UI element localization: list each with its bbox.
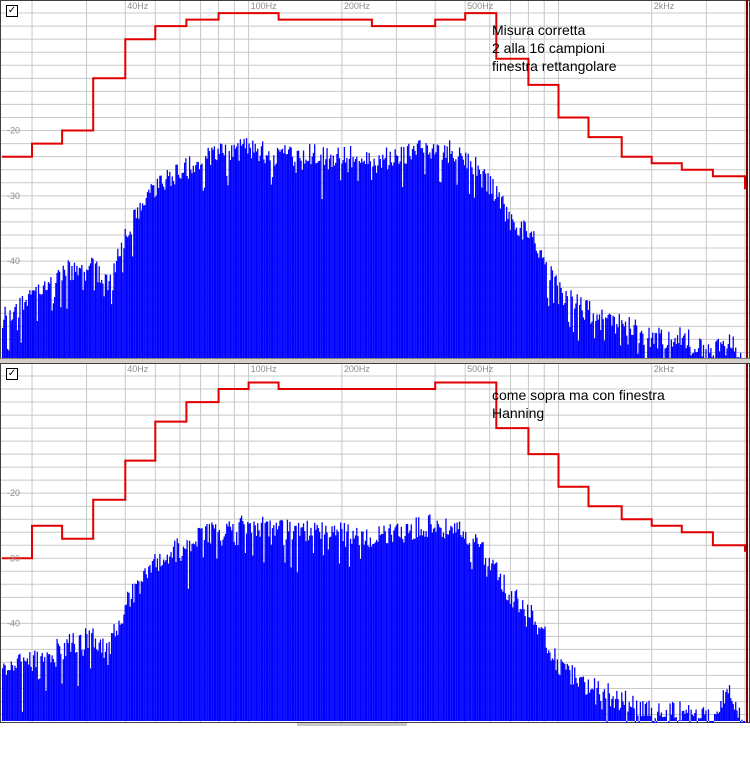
y-tick-label: -20 xyxy=(7,126,20,136)
y-tick-label: -30 xyxy=(7,191,20,201)
horizontal-scrollbar-thumb[interactable] xyxy=(297,723,407,726)
x-tick-label: 40Hz xyxy=(127,1,149,11)
spectrum-chart-top: -20 -30 -40 40Hz 100Hz 200Hz 500Hz 2kHz xyxy=(0,0,750,361)
annotation-line: 2 alla 16 campioni xyxy=(492,40,605,56)
spectrum-panel-bottom: -20 -30 -40 40Hz 100Hz 200Hz 500Hz 2kHz ✓ come … xyxy=(0,363,750,723)
band-envelope-line xyxy=(2,381,746,560)
spectrum-panel-top: -20 -30 -40 40Hz 100Hz 200Hz 500Hz 2kHz ✓ Misur… xyxy=(0,0,750,361)
y-tick-label: -40 xyxy=(7,618,20,628)
annotation-line: finestra rettangolare xyxy=(492,58,617,74)
annotation-line: come sopra ma con finestra xyxy=(492,387,665,403)
x-tick-label: 2kHz xyxy=(654,1,675,11)
y-tick-label: -30 xyxy=(7,553,20,563)
annotation-bottom: come sopra ma con finestra Hanning xyxy=(492,386,665,422)
checkbox-icon[interactable]: ✓ xyxy=(6,5,18,17)
x-tick-label: 100Hz xyxy=(251,364,278,374)
x-tick-label: 500Hz xyxy=(467,364,494,374)
checkbox-icon[interactable]: ✓ xyxy=(6,368,18,380)
x-tick-label: 2kHz xyxy=(654,364,675,374)
x-tick-label: 40Hz xyxy=(127,364,149,374)
annotation-top: Misura corretta 2 alla 16 campioni fines… xyxy=(492,21,617,75)
x-tick-label: 200Hz xyxy=(344,1,371,11)
x-tick-label: 200Hz xyxy=(344,364,371,374)
spectrum-chart-bottom: -20 -30 -40 40Hz 100Hz 200Hz 500Hz 2kHz xyxy=(0,363,750,723)
bottom-strip xyxy=(0,723,750,765)
y-tick-label: -40 xyxy=(7,256,20,266)
band-envelope-line xyxy=(2,12,746,190)
y-tick-label: -20 xyxy=(7,488,20,498)
x-tick-label: 100Hz xyxy=(251,1,278,11)
annotation-line: Hanning xyxy=(492,405,545,421)
annotation-line: Misura corretta xyxy=(492,22,586,38)
x-tick-label: 500Hz xyxy=(467,1,494,11)
